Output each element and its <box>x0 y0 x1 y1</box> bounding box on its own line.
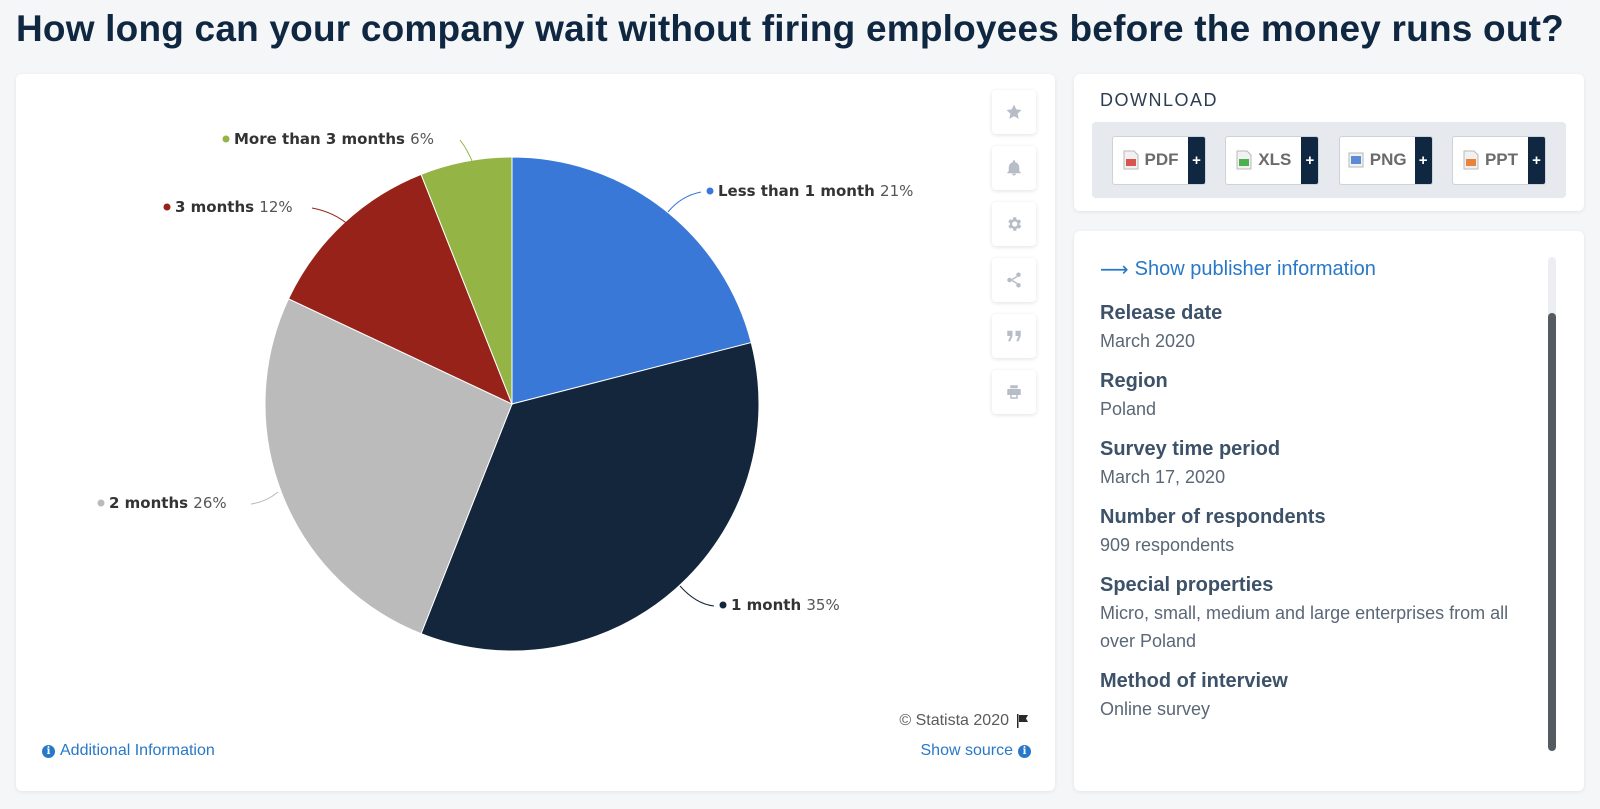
info-survey-time-period: Survey time period March 17, 2020 <box>1100 435 1540 491</box>
share-button[interactable] <box>992 258 1036 302</box>
download-png-label: PNG <box>1369 150 1407 169</box>
download-xls-plus[interactable]: + <box>1301 136 1319 184</box>
label-connector <box>667 191 702 213</box>
arrow-right-icon: ⟶ <box>1100 259 1129 281</box>
bell-icon <box>1007 160 1021 176</box>
copyright: © Statista 2020 <box>899 712 1031 730</box>
download-ppt-plus[interactable]: + <box>1527 136 1545 184</box>
slice-label: 1 month 35% <box>731 596 840 614</box>
chart-card: Less than 1 month 21% 1 month 35% 2 months… <box>16 74 1055 791</box>
copyright-text: © Statista 2020 <box>899 712 1009 729</box>
download-ppt-label: PPT <box>1484 150 1519 169</box>
info-label: Release date <box>1100 302 1223 324</box>
quote-icon <box>1007 330 1021 342</box>
slice-label-value: 26% <box>193 494 226 512</box>
show-source-link[interactable]: Show source i <box>920 742 1031 760</box>
star-icon <box>1006 104 1022 119</box>
legend-dot <box>706 187 714 195</box>
scrollbar-thumb[interactable] <box>1548 313 1556 751</box>
additional-information-link[interactable]: i Additional Information <box>42 742 215 760</box>
label-connector <box>311 207 351 227</box>
slice-label-value: 21% <box>880 182 913 200</box>
download-title: DOWNLOAD <box>1100 90 1219 110</box>
info-icon: i <box>1018 744 1031 758</box>
print-button[interactable] <box>992 370 1036 414</box>
info-value: 909 respondents <box>1100 535 1235 555</box>
info-number-of-respondents: Number of respondents 909 respondents <box>1100 503 1540 559</box>
download-png-plus[interactable]: + <box>1414 136 1432 184</box>
slice-label: 2 months 26% <box>109 494 227 512</box>
info-special-properties: Special properties Micro, small, medium … <box>1100 571 1540 655</box>
page-title: How long can your company wait without f… <box>16 8 1564 49</box>
download-png-button[interactable]: PNG + <box>1338 135 1433 185</box>
scrollbar-track[interactable] <box>1548 257 1556 751</box>
info-value: Poland <box>1100 399 1157 419</box>
additional-information-label: Additional Information <box>60 742 215 759</box>
slice-label: Less than 1 month 21% <box>718 182 913 200</box>
pie-slice-3-months[interactable] <box>287 173 513 405</box>
info-label: Number of respondents <box>1100 506 1326 528</box>
info-list: Release date March 2020 Region Poland Su… <box>1100 299 1540 735</box>
slice-label-value: 6% <box>410 130 434 148</box>
label-connector <box>250 491 279 505</box>
show-publisher-information-link[interactable]: ⟶ Show publisher information <box>1100 257 1376 282</box>
download-pdf-plus[interactable]: + <box>1188 136 1205 184</box>
favorite-button[interactable] <box>992 90 1036 134</box>
publisher-info-card: ⟶ Show publisher information Release dat… <box>1074 231 1584 791</box>
info-label: Survey time period <box>1100 438 1281 460</box>
flag-icon[interactable] <box>1015 713 1031 729</box>
png-file-icon <box>1348 150 1364 170</box>
slice-label-name: More than 3 months <box>234 130 410 148</box>
download-card: DOWNLOAD PDF + XLS + <box>1074 74 1584 211</box>
slice-label-name: 1 month <box>731 596 806 614</box>
slice-label: More than 3 months 6% <box>234 130 434 148</box>
info-method-of-interview: Method of interview Online survey <box>1100 667 1540 723</box>
download-xls-label: XLS <box>1258 150 1292 169</box>
show-publisher-information-label: Show publisher information <box>1134 258 1376 280</box>
legend-dot <box>163 203 171 211</box>
share-icon <box>1007 272 1021 288</box>
info-region: Region Poland <box>1100 367 1540 423</box>
slice-label: 3 months 12% <box>175 198 293 216</box>
info-label: Region <box>1100 370 1168 392</box>
pie-slice-2-months[interactable] <box>264 298 513 635</box>
cite-button[interactable] <box>992 314 1036 358</box>
legend-dot <box>222 135 230 143</box>
pie-slice-more-than-3-months[interactable] <box>420 156 513 405</box>
info-label: Special properties <box>1100 574 1274 596</box>
info-value: Online survey <box>1100 699 1211 719</box>
show-source-label: Show source <box>920 742 1014 759</box>
label-connector <box>459 139 475 167</box>
xls-file-icon <box>1236 150 1252 170</box>
settings-button[interactable] <box>992 202 1036 246</box>
notification-button[interactable] <box>992 146 1036 190</box>
print-icon <box>1007 385 1021 399</box>
download-pdf-button[interactable]: PDF + <box>1112 135 1206 185</box>
pie-chart: Less than 1 month 21% 1 month 35% 2 months… <box>97 130 913 652</box>
label-connector <box>679 585 715 607</box>
info-value: March 2020 <box>1100 331 1196 351</box>
slice-label-name: Less than 1 month <box>718 182 880 200</box>
ppt-file-icon <box>1463 150 1479 170</box>
pdf-file-icon <box>1123 150 1139 170</box>
info-icon: i <box>42 744 55 758</box>
slice-label-name: 3 months <box>175 198 259 216</box>
download-xls-button[interactable]: XLS + <box>1225 135 1320 185</box>
info-value: Micro, small, medium and large enterpris… <box>1100 603 1509 651</box>
info-value: March 17, 2020 <box>1100 467 1226 487</box>
slice-label-value: 12% <box>259 198 292 216</box>
legend-dot <box>719 601 727 609</box>
download-pdf-label: PDF <box>1144 150 1179 169</box>
chart-toolbar <box>992 90 1036 426</box>
slice-label-name: 2 months <box>109 494 193 512</box>
slice-label-value: 35% <box>806 596 839 614</box>
info-release-date: Release date March 2020 <box>1100 299 1540 355</box>
pie-slice-1-month[interactable] <box>420 341 760 652</box>
gear-icon <box>1008 217 1022 231</box>
download-ppt-button[interactable]: PPT + <box>1451 135 1546 185</box>
download-buttons: PDF + XLS + PNG + <box>1092 122 1566 198</box>
legend-dot <box>97 499 105 507</box>
info-label: Method of interview <box>1100 670 1288 692</box>
pie-slice-less-than-1-month[interactable] <box>511 156 752 405</box>
